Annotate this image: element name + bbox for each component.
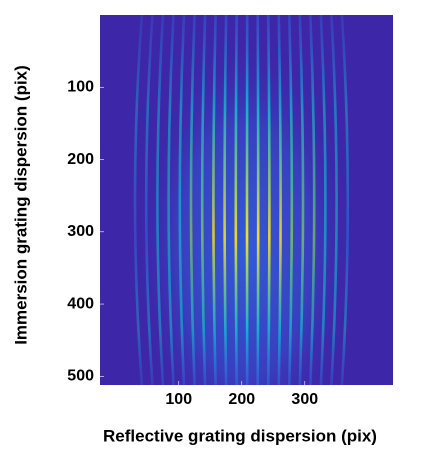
spectral-order bbox=[223, 15, 228, 385]
x-tick-label: 100 bbox=[165, 391, 192, 408]
spectral-order bbox=[277, 15, 282, 385]
spectral-order bbox=[330, 15, 338, 385]
spectral-order bbox=[287, 15, 294, 385]
spectral-order bbox=[340, 15, 350, 385]
spectral-order bbox=[298, 15, 305, 385]
x-tick-label: 200 bbox=[228, 391, 255, 408]
image-glow bbox=[135, 40, 355, 385]
spectral-order bbox=[309, 15, 316, 385]
y-tick-label: 200 bbox=[67, 151, 94, 168]
spectral-order bbox=[200, 15, 207, 385]
spectral-order bbox=[319, 15, 327, 385]
y-axis-label: Immersion grating dispersion (pix) bbox=[11, 65, 30, 345]
y-tick-label: 300 bbox=[67, 223, 94, 240]
image-plot bbox=[100, 15, 393, 385]
spectral-order bbox=[189, 15, 196, 385]
spectral-order bbox=[266, 15, 271, 385]
spectral-order bbox=[167, 15, 175, 385]
y-tick-label: 400 bbox=[67, 295, 94, 312]
y-tick-label: 500 bbox=[67, 368, 94, 385]
spectral-order bbox=[133, 15, 144, 385]
x-axis-label: Reflective grating dispersion (pix) bbox=[103, 426, 377, 445]
spectral-order bbox=[156, 15, 165, 385]
spectral-order bbox=[144, 15, 154, 385]
spectral-order bbox=[178, 15, 186, 385]
x-tick-label: 300 bbox=[291, 391, 318, 408]
spectral-order bbox=[212, 15, 217, 385]
y-tick-label: 100 bbox=[67, 78, 94, 95]
spectral-order bbox=[234, 15, 238, 385]
